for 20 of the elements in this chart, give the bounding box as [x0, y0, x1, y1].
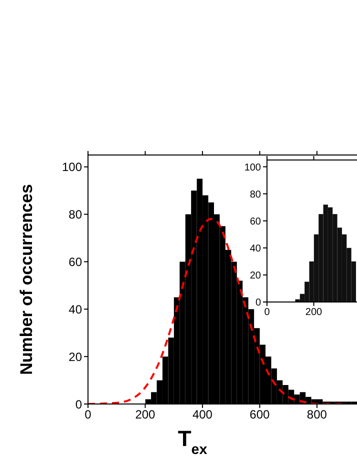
y-tick-label: 80: [250, 189, 262, 200]
x-tick-label: 0: [84, 408, 92, 422]
y-tick-label: 60: [250, 216, 262, 228]
y-tick-label: 20: [250, 270, 262, 282]
y-tick-label: 100: [62, 160, 82, 174]
y-tick-label: 0: [75, 397, 82, 412]
x-tick-label: 600: [250, 408, 270, 422]
y-axis-title: Number of occurrences: [16, 184, 36, 375]
y-tick-label: 60: [68, 254, 82, 269]
y-tick-label: 0: [255, 298, 262, 309]
y-tick-label: 40: [250, 243, 262, 254]
x-axis-title: T$_{ex}$: [178, 426, 208, 458]
x-tick-label: 800: [306, 408, 328, 422]
y-tick-label: 80: [68, 208, 82, 222]
y-tick-label: 40: [68, 302, 82, 316]
y-tick-label: 100: [244, 162, 262, 174]
x-tick-label: 400: [192, 408, 213, 422]
y-tick-label: 20: [68, 350, 82, 364]
x-tick-label: 200: [305, 307, 323, 318]
x-tick-label: 200: [135, 408, 156, 422]
